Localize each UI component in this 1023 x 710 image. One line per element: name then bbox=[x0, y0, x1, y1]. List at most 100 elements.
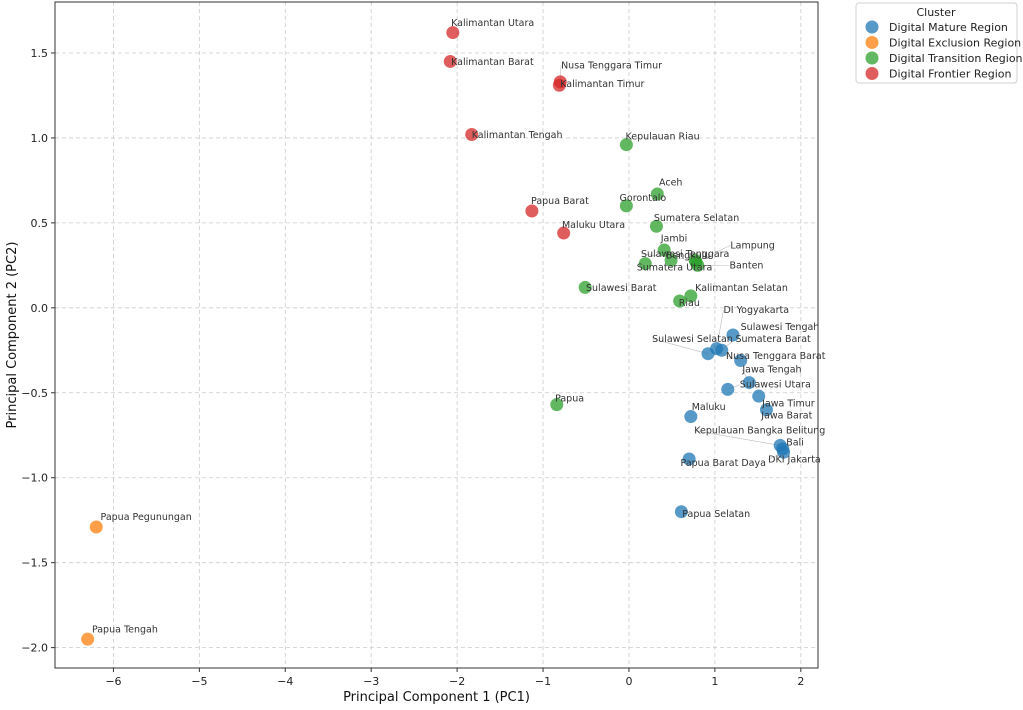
point-label: Nusa Tenggara Barat bbox=[726, 351, 826, 362]
data-point bbox=[649, 219, 663, 233]
point-label: Maluku bbox=[692, 402, 726, 413]
grid bbox=[55, 2, 818, 668]
data-point bbox=[81, 632, 95, 646]
y-tick-label: 1.5 bbox=[31, 47, 49, 60]
point-label: Sumatera Barat bbox=[736, 334, 812, 345]
data-point bbox=[734, 353, 748, 367]
point-label: Banten bbox=[729, 261, 763, 272]
legend-marker bbox=[865, 36, 879, 49]
data-point bbox=[673, 294, 687, 308]
legend-box bbox=[855, 2, 1018, 84]
label-leader-line bbox=[652, 338, 709, 354]
legend-entry-label: Digital Transition Region bbox=[889, 52, 1023, 65]
data-point bbox=[465, 128, 479, 142]
point-label: Lampung bbox=[730, 240, 774, 251]
data-point bbox=[682, 452, 696, 466]
point-label: Kalimantan Selatan bbox=[695, 283, 788, 294]
y-tick-label: −2.0 bbox=[21, 642, 48, 655]
point-label: Jawa Barat bbox=[760, 410, 812, 421]
data-point bbox=[721, 382, 735, 396]
data-point bbox=[552, 78, 566, 92]
data-point bbox=[619, 138, 633, 152]
x-tick-label: −2 bbox=[449, 675, 465, 688]
y-axis-label: Principal Component 2 (PC2) bbox=[5, 242, 20, 429]
plot-area-frame bbox=[54, 1, 819, 669]
x-axis-ticks: −6 −5 −4 −3 −2 −1 0 1 2 bbox=[105, 668, 804, 688]
data-point bbox=[557, 226, 571, 240]
point-label: Nusa Tenggara Timur bbox=[561, 60, 662, 71]
data-point bbox=[638, 257, 652, 271]
point-label: Riau bbox=[679, 298, 700, 309]
data-point bbox=[446, 26, 460, 40]
data-point bbox=[726, 328, 740, 342]
point-label: Papua Barat Daya bbox=[681, 458, 766, 469]
point-label: DI Yogyakarta bbox=[723, 305, 789, 316]
point-label: Kepulauan Bangka Belitung bbox=[694, 426, 825, 437]
point-label: Papua Pegunungan bbox=[101, 512, 192, 523]
legend-marker bbox=[865, 20, 879, 34]
data-point bbox=[684, 289, 698, 303]
point-label: Papua Barat bbox=[531, 196, 589, 207]
legend-entry-label: Digital Frontier Region bbox=[889, 68, 1012, 81]
data-point bbox=[657, 243, 671, 257]
point-label: Kalimantan Timur bbox=[560, 79, 644, 90]
data-points bbox=[81, 26, 791, 646]
x-tick-label: −3 bbox=[363, 675, 379, 688]
point-label: Sumatera Utara bbox=[637, 262, 713, 273]
point-label: Jambi bbox=[660, 234, 688, 245]
point-label: Jawa Tengah bbox=[741, 364, 801, 375]
data-point bbox=[619, 199, 633, 213]
x-tick-label: −1 bbox=[535, 675, 551, 688]
data-point bbox=[715, 343, 729, 357]
data-point bbox=[550, 398, 564, 412]
data-point bbox=[742, 376, 756, 390]
point-label: Sulawesi Tengah bbox=[741, 322, 820, 333]
y-tick-label: 0.5 bbox=[31, 217, 49, 230]
point-label: Papua bbox=[555, 393, 584, 404]
y-tick-label: 1.0 bbox=[31, 132, 49, 145]
point-label: Gorontalo bbox=[620, 193, 667, 204]
point-label: Bengkulu bbox=[666, 251, 710, 262]
point-label: Bali bbox=[786, 437, 804, 448]
data-point bbox=[777, 445, 791, 459]
point-label: Jawa Timur bbox=[761, 398, 815, 409]
x-tick-label: −6 bbox=[105, 675, 121, 688]
point-label: Kepulauan Riau bbox=[626, 132, 700, 143]
data-point bbox=[89, 520, 103, 534]
data-point bbox=[684, 410, 698, 424]
label-leader-line bbox=[694, 430, 781, 446]
legend-marker bbox=[865, 67, 879, 80]
data-point bbox=[691, 258, 705, 272]
data-point bbox=[701, 347, 715, 361]
data-point bbox=[674, 505, 688, 519]
data-point bbox=[525, 204, 539, 218]
data-point bbox=[759, 403, 773, 417]
point-label: Sulawesi Utara bbox=[740, 380, 811, 391]
y-tick-label: 0.0 bbox=[31, 302, 49, 315]
x-tick-label: −5 bbox=[191, 675, 207, 688]
data-point bbox=[650, 187, 664, 201]
point-label: Aceh bbox=[659, 177, 682, 188]
x-tick-label: −4 bbox=[277, 675, 293, 688]
point-label: Sulawesi Tenggara bbox=[641, 249, 729, 260]
data-point bbox=[578, 280, 592, 294]
y-axis-ticks: −2.0 −1.5 −1.0 −0.5 0.0 0.5 1.0 1.5 bbox=[21, 47, 55, 655]
legend: Cluster Digital Mature Region Digital Exc… bbox=[855, 2, 1023, 84]
data-point bbox=[664, 253, 678, 267]
point-label: Sulawesi Selatan bbox=[652, 334, 733, 345]
y-tick-label: −1.5 bbox=[21, 557, 48, 570]
legend-marker bbox=[865, 51, 879, 65]
y-tick-label: −0.5 bbox=[21, 387, 48, 400]
point-label: Kalimantan Barat bbox=[451, 57, 534, 68]
point-label: DKI Jakarta bbox=[768, 454, 821, 465]
point-label: Maluku Utara bbox=[562, 220, 625, 231]
x-axis-label: Principal Component 1 (PC1) bbox=[343, 690, 530, 705]
point-label: Papua Selatan bbox=[682, 509, 750, 520]
label-leader-line bbox=[716, 309, 724, 349]
data-point bbox=[752, 389, 766, 403]
point-label: Sumatera Selatan bbox=[654, 213, 739, 224]
point-label: Sulawesi Barat bbox=[586, 283, 657, 294]
point-label: Kalimantan Utara bbox=[451, 18, 534, 29]
